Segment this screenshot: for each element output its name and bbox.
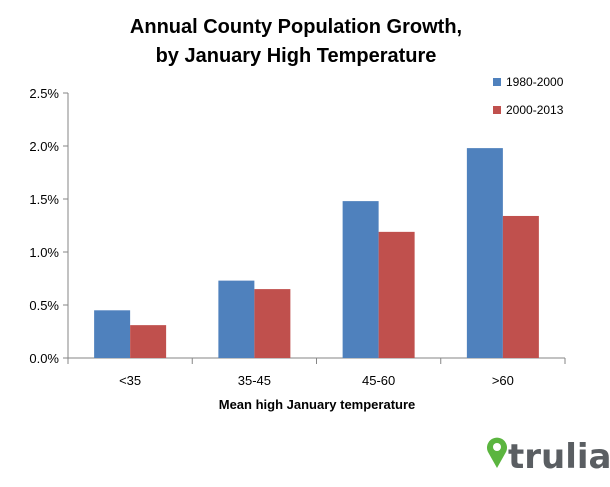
bar-1980-2000-45-60 [342,201,379,358]
x-tick-label: 35-45 [238,373,271,388]
bar-2000-2013->60 [502,215,539,358]
chart-title-line-1: Annual County Population Growth, [130,16,462,38]
legend-swatch-1980-2000 [493,78,501,86]
chart-title: Annual County Population Growth, by Janu… [130,16,462,67]
map-pin-icon [487,437,507,468]
trulia-logo-text: trulia [508,437,610,477]
bar-2000-2013-35-45 [254,289,291,358]
x-tick-label: <35 [119,373,141,388]
legend: 1980-2000 2000-2013 [493,75,564,117]
y-axis: 0.0% 0.5% 1.0% 1.5% 2.0% 2.5% [29,86,69,366]
y-tick-label: 0.5% [29,298,59,313]
x-tick-label: 45-60 [362,373,395,388]
legend-label-2000-2013: 2000-2013 [506,103,564,117]
bar-2000-2013-45-60 [378,231,415,358]
x-axis: <35 35-45 45-60 >60 [67,357,566,388]
y-tick-label: 1.0% [29,245,59,260]
bars [94,148,539,358]
y-tick-label: 0.0% [29,351,59,366]
trulia-logo: trulia [487,437,610,477]
bar-1980-2000-<35 [94,310,131,358]
bar-1980-2000->60 [466,148,503,358]
x-tick-label: >60 [492,373,514,388]
bar-2000-2013-<35 [130,325,167,358]
bar-1980-2000-35-45 [218,280,255,358]
y-tick-label: 1.5% [29,192,59,207]
legend-swatch-2000-2013 [493,106,501,114]
x-axis-title: Mean high January temperature [219,397,416,412]
legend-label-1980-2000: 1980-2000 [506,75,564,89]
chart-title-line-2: by January High Temperature [156,45,437,67]
y-tick-label: 2.0% [29,139,59,154]
y-tick-label: 2.5% [29,86,59,101]
